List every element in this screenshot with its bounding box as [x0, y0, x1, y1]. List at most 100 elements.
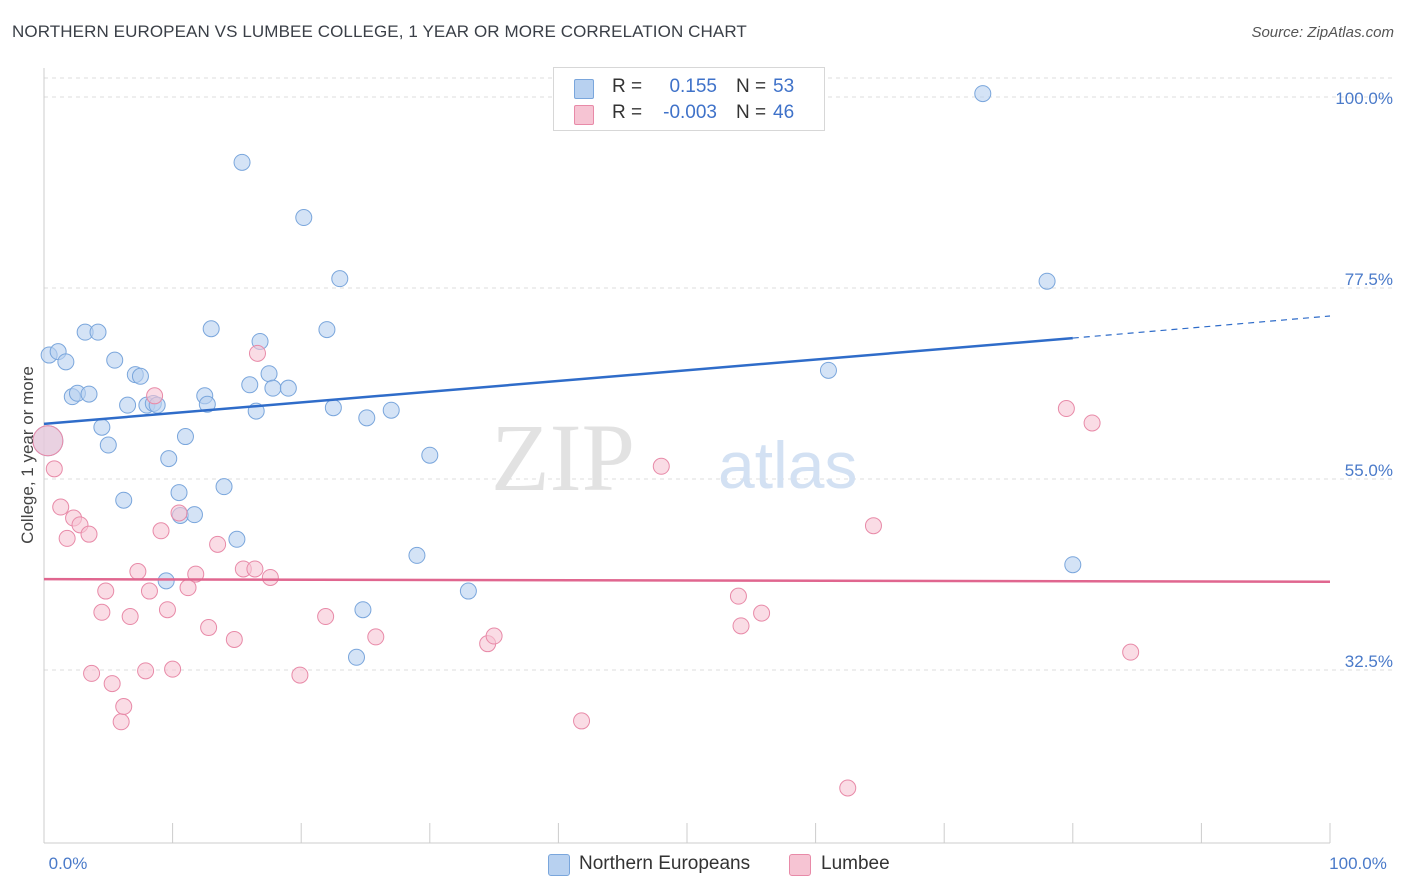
northern-europeans-point	[295, 209, 313, 227]
northern-europeans-point	[202, 320, 220, 338]
watermark-zip: ZIP	[491, 404, 635, 511]
northern-europeans-point	[382, 401, 400, 419]
lumbee-point	[187, 565, 205, 583]
bottom-legend-swatch-blue	[548, 854, 570, 876]
northern-europeans-point	[421, 446, 439, 464]
bottom-legend-label: Lumbee	[821, 853, 890, 874]
northern-europeans-point	[115, 491, 133, 509]
y-axis-label: College, 1 year or more	[18, 366, 37, 544]
legend-r-label: R =	[612, 76, 643, 97]
lumbee-point	[97, 582, 115, 600]
northern-europeans-point	[89, 323, 107, 341]
northern-europeans-point	[80, 385, 98, 403]
y-tick-label: 77.5%	[1345, 270, 1393, 289]
legend-swatch-pink	[574, 105, 594, 125]
lumbee-point	[573, 712, 591, 730]
chart-title: NORTHERN EUROPEAN VS LUMBEE COLLEGE, 1 Y…	[12, 22, 747, 41]
northern-europeans-point	[228, 530, 246, 548]
lumbee-point	[225, 630, 243, 648]
northern-europeans-point	[459, 582, 477, 600]
northern-europeans-point	[119, 396, 137, 414]
northern-europeans-point	[198, 395, 216, 413]
lumbee-point	[32, 425, 64, 457]
lumbee-point	[864, 517, 882, 535]
northern-europeans-point	[131, 367, 149, 385]
lumbee-point	[146, 387, 164, 405]
lumbee-point	[753, 604, 771, 622]
bottom-legend-swatch-pink	[789, 854, 811, 876]
lumbee-point	[137, 662, 155, 680]
northern-europeans-point	[106, 351, 124, 369]
northern-europeans-point	[354, 601, 372, 619]
lumbee-point	[1083, 414, 1101, 432]
lumbee-point	[732, 617, 750, 635]
northern-europeans-point	[264, 379, 282, 397]
legend-r-label: R =	[612, 102, 643, 123]
northern-europeans-point	[241, 376, 259, 394]
lumbee-point	[246, 560, 264, 578]
lumbee-point	[80, 525, 98, 543]
northern-europeans-point	[233, 153, 251, 171]
northern-europeans-point	[358, 409, 376, 427]
lumbee-trend-line	[43, 577, 1331, 583]
x-tick-label: 0.0%	[49, 854, 88, 873]
northern-europeans-point	[1064, 556, 1082, 574]
lumbee-point	[367, 628, 385, 646]
y-tick-label: 100.0%	[1335, 89, 1393, 108]
lumbee-point	[248, 344, 266, 362]
x-tick-label: 100.0%	[1329, 854, 1387, 873]
lumbee-point	[170, 504, 188, 522]
legend-n-label: N =	[736, 102, 767, 123]
legend: R = 0.155 N = 53 R = -0.003 N = 46	[553, 67, 825, 131]
northern-europeans-point	[819, 361, 837, 379]
northern-europeans-point	[1038, 272, 1056, 290]
trend-layer	[43, 315, 1331, 583]
bottom-legend: Northern Europeans Lumbee	[0, 852, 1406, 878]
lumbee-point	[261, 568, 279, 586]
legend-row-lumbee: R = -0.003 N = 46	[554, 101, 824, 127]
y-tick-label: 32.5%	[1345, 652, 1393, 671]
lumbee-point	[45, 460, 63, 478]
northern-europeans-trend-line	[43, 336, 1073, 426]
lumbee-point	[93, 603, 111, 621]
northern-europeans-point	[408, 546, 426, 564]
lumbee-point	[152, 522, 170, 540]
northern-europeans-point	[260, 365, 278, 383]
lumbee-point	[158, 601, 176, 619]
northern-europeans-trend-extension	[1072, 315, 1331, 339]
lumbee-point	[1122, 643, 1140, 661]
lumbee-point	[1057, 400, 1075, 418]
northern-europeans-point	[347, 648, 365, 666]
lumbee-point	[729, 587, 747, 605]
northern-europeans-point	[93, 418, 111, 436]
legend-r-value: -0.003	[663, 102, 717, 123]
lumbee-point	[485, 627, 503, 645]
legend-swatch-blue	[574, 79, 594, 99]
lumbee-point	[52, 498, 70, 516]
lumbee-point	[164, 660, 182, 678]
lumbee-point	[317, 608, 335, 626]
lumbee-point	[103, 675, 121, 693]
northern-europeans-point	[974, 85, 992, 103]
source-label: Source: ZipAtlas.com	[1251, 24, 1394, 41]
legend-r-value: 0.155	[669, 76, 717, 97]
lumbee-point	[83, 664, 101, 682]
bottom-legend-label: Northern Europeans	[579, 853, 751, 874]
lumbee-point	[140, 582, 158, 600]
y-tick-label: 55.0%	[1345, 461, 1393, 480]
lumbee-point	[209, 535, 227, 553]
legend-n-value: 46	[773, 102, 795, 123]
lumbee-point	[112, 713, 130, 731]
legend-n-label: N =	[736, 76, 767, 97]
lumbee-point	[200, 619, 218, 637]
lumbee-point	[58, 529, 76, 547]
lumbee-point	[291, 666, 309, 684]
northern-europeans-point	[215, 478, 233, 496]
northern-europeans-point	[99, 436, 117, 454]
northern-europeans-point	[331, 270, 349, 288]
lumbee-point	[121, 608, 139, 626]
northern-europeans-point	[157, 572, 175, 590]
legend-n-value: 53	[773, 76, 795, 97]
northern-europeans-point	[324, 399, 342, 417]
northern-europeans-point	[170, 484, 188, 502]
